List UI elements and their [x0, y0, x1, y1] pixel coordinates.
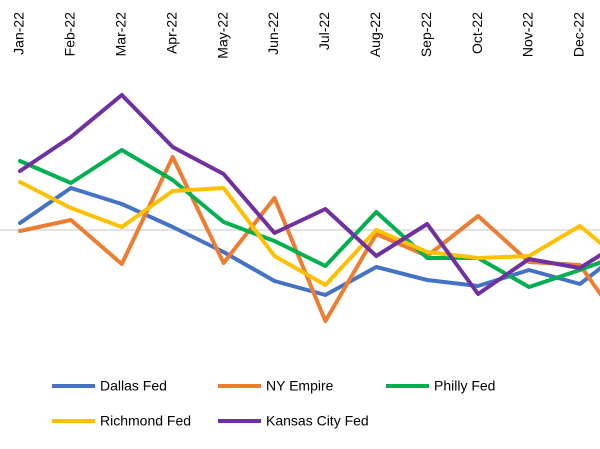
x-tick-label: Mar-22 — [113, 12, 129, 57]
x-tick-label: Jan-22 — [11, 12, 27, 55]
x-tick-label: May-22 — [214, 12, 230, 59]
legend-label: Dallas Fed — [100, 378, 167, 394]
series-line — [18, 93, 600, 296]
x-tick-label: Sep-22 — [418, 12, 434, 57]
x-tick-label: Apr-22 — [163, 12, 179, 54]
x-tick-label: Oct-22 — [469, 12, 485, 54]
x-tick-label: Jun-22 — [265, 12, 281, 55]
legend-label: NY Empire — [266, 378, 334, 394]
x-tick-label: Aug-22 — [367, 12, 383, 57]
series-line — [18, 155, 600, 323]
x-tick-label: Feb-22 — [62, 12, 78, 57]
legend-label: Richmond Fed — [100, 413, 191, 429]
plot-area — [0, 93, 600, 323]
x-tick-label: Jul-22 — [316, 12, 332, 50]
legend-label: Philly Fed — [434, 378, 495, 394]
series-line — [18, 186, 600, 297]
legend-label: Kansas City Fed — [266, 413, 369, 429]
x-tick-label: Nov-22 — [520, 12, 536, 57]
series-line — [18, 148, 600, 289]
series-line — [18, 180, 600, 287]
x-tick-label: Dec-22 — [571, 12, 587, 57]
